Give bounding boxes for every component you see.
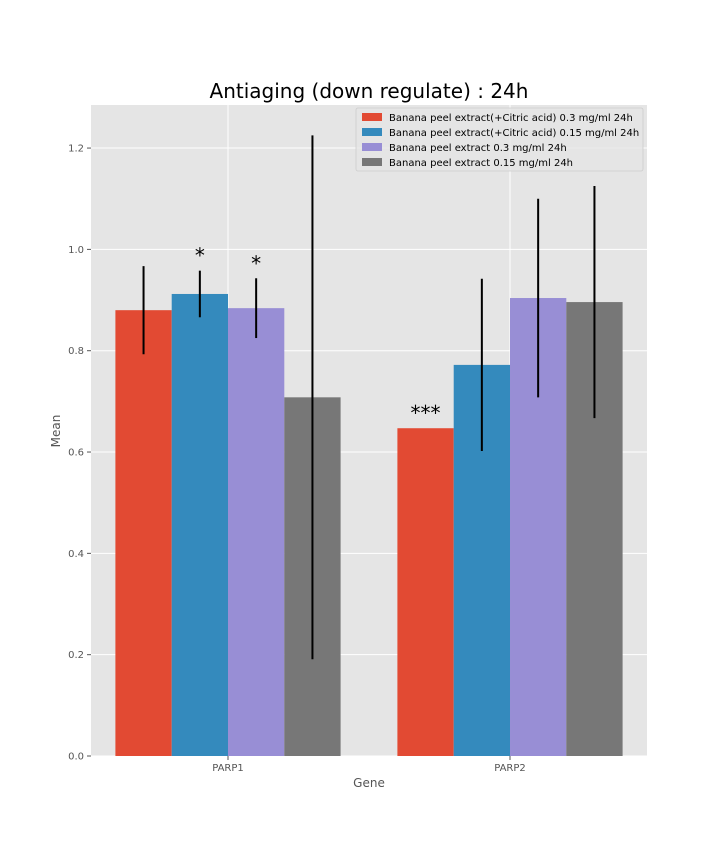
legend-label: Banana peel extract(+Citric acid) 0.15 m… [389, 128, 639, 139]
legend-label: Banana peel extract 0.3 mg/ml 24h [389, 143, 567, 154]
bar [171, 293, 228, 756]
significance-label: * [251, 251, 261, 275]
legend: Banana peel extract(+Citric acid) 0.3 mg… [355, 107, 644, 172]
legend-label: Banana peel extract 0.15 mg/ml 24h [389, 158, 573, 169]
x-tick-label: PARP2 [494, 763, 526, 774]
bar [228, 308, 285, 756]
legend-swatch [362, 143, 382, 151]
legend-swatch [362, 128, 382, 136]
error-bars [142, 135, 596, 660]
significance-label: *** [411, 401, 441, 425]
y-tick-label: 1.0 [68, 245, 84, 256]
y-tick-label: 0.6 [68, 448, 84, 459]
significance-labels: **** * [195, 244, 441, 426]
axis-ticks: 0.0 0.2 0.4 0.6 0.8 1.0 1.2 PARP1 PARP2 [68, 144, 526, 774]
y-tick-label: 0.4 [68, 549, 84, 560]
significance-label: * [195, 244, 205, 268]
x-tick-label: PARP1 [212, 763, 244, 774]
y-tick-label: 0.8 [68, 346, 84, 357]
legend-box [355, 107, 644, 172]
y-tick-label: 0.2 [68, 650, 84, 661]
bar [397, 428, 454, 756]
chart-title: Antiaging (down regulate) : 24h [210, 79, 529, 103]
bar [115, 310, 172, 756]
legend-swatch [362, 158, 382, 166]
y-axis-label: Mean [49, 415, 63, 448]
legend-swatch [362, 113, 382, 121]
y-tick-label: 1.2 [68, 144, 84, 155]
x-axis-label: Gene [353, 776, 385, 790]
legend-label: Banana peel extract(+Citric acid) 0.3 mg… [389, 113, 633, 124]
y-tick-label: 0.0 [68, 752, 84, 763]
bars [115, 293, 623, 756]
